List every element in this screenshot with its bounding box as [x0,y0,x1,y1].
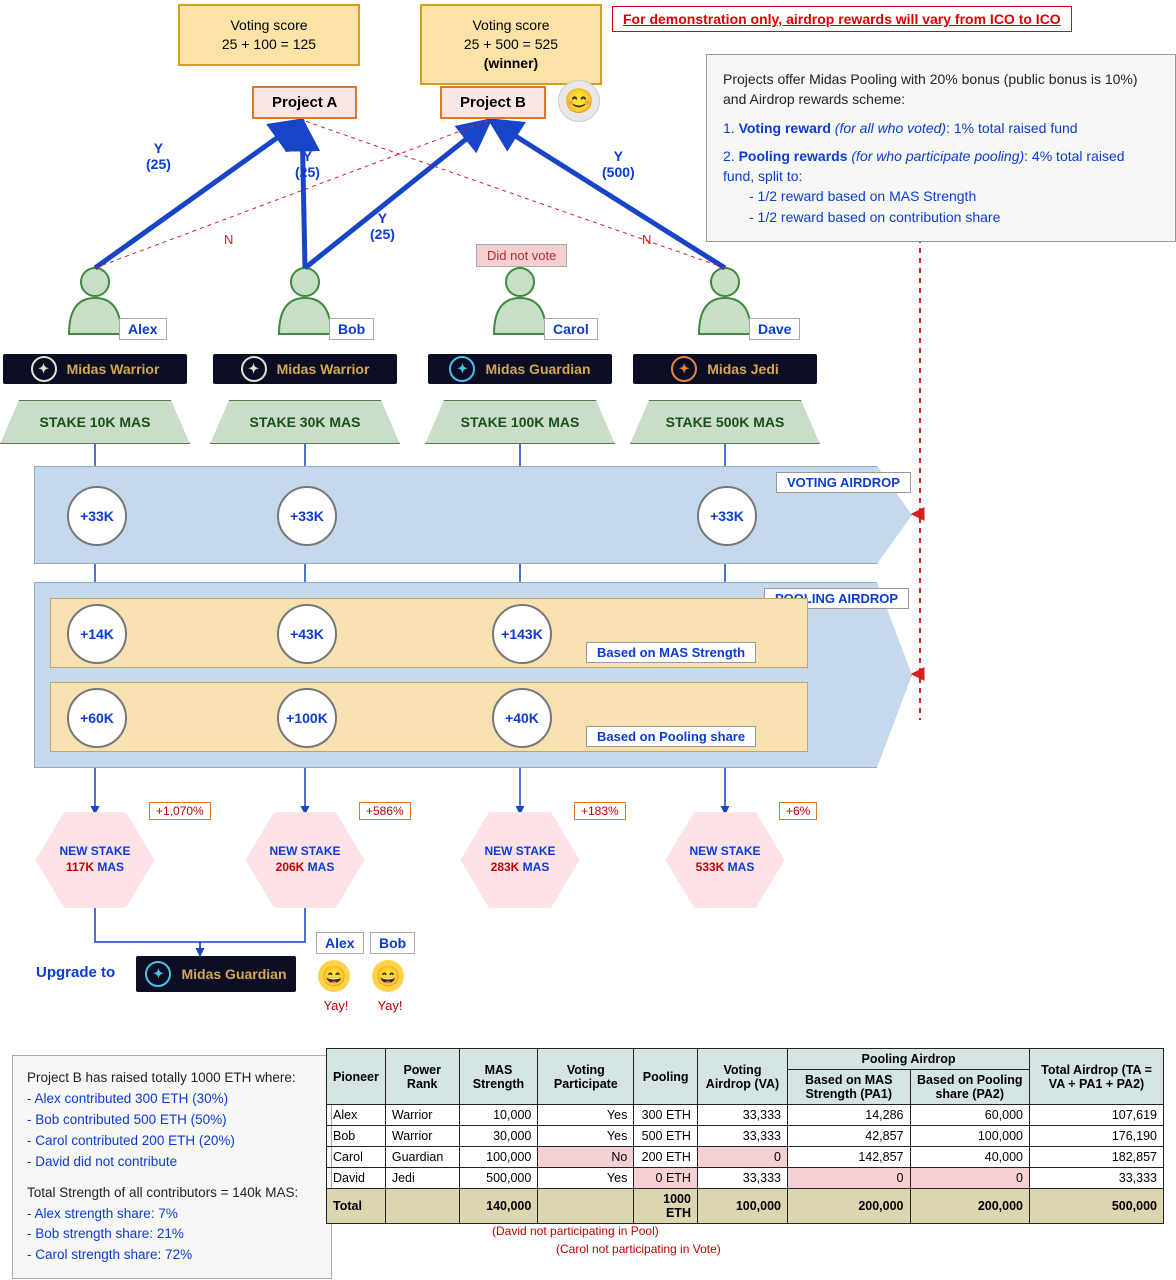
rank-badge: ✦Midas Warrior [3,354,187,384]
upgrade-badge: ✦Midas Guardian [136,956,296,992]
upgrade-name: Bob [370,932,415,954]
vote-label-no: N [642,232,651,247]
person-name: Dave [749,318,800,340]
person-name: Alex [119,318,167,340]
inner-label: Based on Pooling share [586,726,756,747]
rank-badge: ✦Midas Warrior [213,354,397,384]
yay-text: Yay! [318,998,354,1013]
voting-circle: +33K [277,486,337,546]
new-stake-hex: NEW STAKE206K MAS [243,808,367,912]
rank-badge: ✦Midas Jedi [633,354,817,384]
summary-table: PioneerPower RankMAS StrengthVoting Part… [326,1048,1164,1224]
did-not-vote-chip: Did not vote [476,244,567,267]
disclaimer: For demonstration only, airdrop rewards … [612,6,1072,32]
voting-circle: +33K [67,486,127,546]
pooling-circle: +143K [492,604,552,664]
new-stake-hex: NEW STAKE283K MAS [458,808,582,912]
pooling-circle: +60K [67,688,127,748]
vote-label: Y(25) [370,210,395,242]
pct-chip: +1,070% [149,802,211,820]
project-box: Project A [252,86,357,119]
vote-label: Y(500) [602,148,635,180]
upgrade-name: Alex [316,932,364,954]
voting-score-box: Voting score25 + 500 = 525(winner) [420,4,602,85]
voting-circle: +33K [697,486,757,546]
rules-box: Projects offer Midas Pooling with 20% bo… [706,54,1176,242]
band-label: VOTING AIRDROP [776,472,911,493]
vote-label: Y(25) [146,140,171,172]
vote-label: Y(25) [295,148,320,180]
rank-badge: ✦Midas Guardian [428,354,612,384]
inner-label: Based on MAS Strength [586,642,756,663]
table-footnote: (Carol not participating in Vote) [556,1242,721,1256]
stake-trapezoid: STAKE 500K MAS [630,400,820,444]
contribution-box: Project B has raised totally 1000 ETH wh… [12,1055,332,1279]
avatar-icon: 😊 [558,80,600,122]
stake-trapezoid: STAKE 30K MAS [210,400,400,444]
pct-chip: +183% [574,802,626,820]
upgrade-text: Upgrade to [36,964,115,981]
pooling-circle: +40K [492,688,552,748]
pooling-circle: +43K [277,604,337,664]
stake-trapezoid: STAKE 10K MAS [0,400,190,444]
pooling-circle: +100K [277,688,337,748]
new-stake-hex: NEW STAKE533K MAS [663,808,787,912]
voting-score-box: Voting score25 + 100 = 125 [178,4,360,66]
laugh-icon: 😄 [372,960,404,992]
new-stake-hex: NEW STAKE117K MAS [33,808,157,912]
pct-chip: +586% [359,802,411,820]
person-name: Bob [329,318,374,340]
stake-trapezoid: STAKE 100K MAS [425,400,615,444]
vote-label-no: N [224,232,233,247]
laugh-icon: 😄 [318,960,350,992]
pct-chip: +6% [779,802,817,820]
pooling-circle: +14K [67,604,127,664]
yay-text: Yay! [372,998,408,1013]
project-box: Project B [440,86,546,119]
person-name: Carol [544,318,598,340]
table-footnote: (David not participating in Pool) [492,1224,659,1238]
